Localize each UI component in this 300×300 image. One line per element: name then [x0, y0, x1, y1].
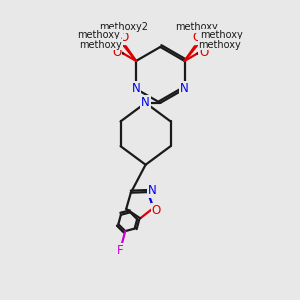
Text: O: O [199, 34, 208, 47]
Text: methoxy: methoxy [77, 30, 120, 40]
Text: N: N [141, 96, 150, 110]
Text: methoxy: methoxy [79, 40, 122, 50]
Text: methoxy: methoxy [199, 40, 241, 50]
Text: F: F [117, 244, 124, 257]
Text: O: O [200, 46, 209, 59]
Text: methoxy: methoxy [200, 30, 243, 40]
Text: N: N [148, 184, 157, 197]
Text: methoxy2: methoxy2 [99, 22, 148, 32]
Text: O: O [112, 34, 122, 47]
Text: N: N [180, 82, 189, 95]
Text: N: N [132, 82, 140, 95]
Text: O: O [192, 31, 202, 44]
Text: O: O [119, 31, 128, 44]
Text: O: O [112, 46, 121, 59]
Text: methoxy: methoxy [176, 22, 218, 32]
Text: O: O [152, 204, 161, 218]
